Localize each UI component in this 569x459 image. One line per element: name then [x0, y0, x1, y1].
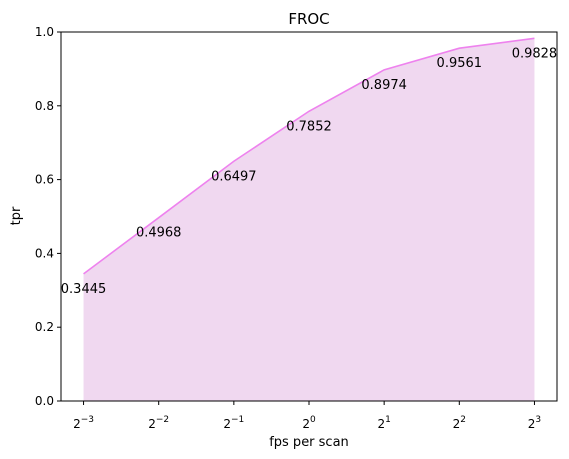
- y-tick-label: 0.0: [35, 394, 54, 408]
- y-tick-label: 0.6: [35, 173, 54, 187]
- x-axis-ticks: 2−3 2−2 2−1 20 21 22 23: [73, 401, 541, 431]
- data-label: 0.3445: [61, 282, 107, 297]
- data-label: 0.4968: [136, 226, 182, 241]
- plot-layer: 0.3445 0.4968 0.6497 0.7852 0.8974 0.9561 0.98…: [61, 37, 558, 401]
- x-tick-label: 22: [453, 415, 466, 431]
- x-tick-label: 2−2: [148, 415, 169, 431]
- data-label: 0.7852: [286, 119, 332, 134]
- area-fill: [83, 38, 535, 401]
- x-tick-label: 23: [528, 415, 541, 431]
- y-tick-label: 1.0: [35, 25, 54, 39]
- data-label: 0.9828: [512, 46, 558, 61]
- x-tick-label: 2−1: [223, 415, 244, 431]
- series-line: [83, 37, 535, 275]
- x-tick-label: 2−3: [73, 415, 94, 431]
- x-tick-label: 20: [302, 415, 316, 431]
- y-tick-label: 0.2: [35, 320, 54, 334]
- data-label: 0.8974: [361, 78, 407, 93]
- data-label: 0.6497: [211, 169, 257, 184]
- data-label: 0.9561: [437, 56, 483, 71]
- x-tick-label: 21: [377, 415, 390, 431]
- x-axis-label: fps per scan: [269, 435, 349, 450]
- y-tick-label: 0.8: [35, 99, 54, 113]
- y-axis-label: tpr: [9, 206, 24, 225]
- y-axis-ticks: 0.0 0.2 0.4 0.6 0.8 1.0: [35, 25, 61, 408]
- chart-title: FROC: [288, 10, 329, 28]
- y-tick-label: 0.4: [35, 246, 54, 260]
